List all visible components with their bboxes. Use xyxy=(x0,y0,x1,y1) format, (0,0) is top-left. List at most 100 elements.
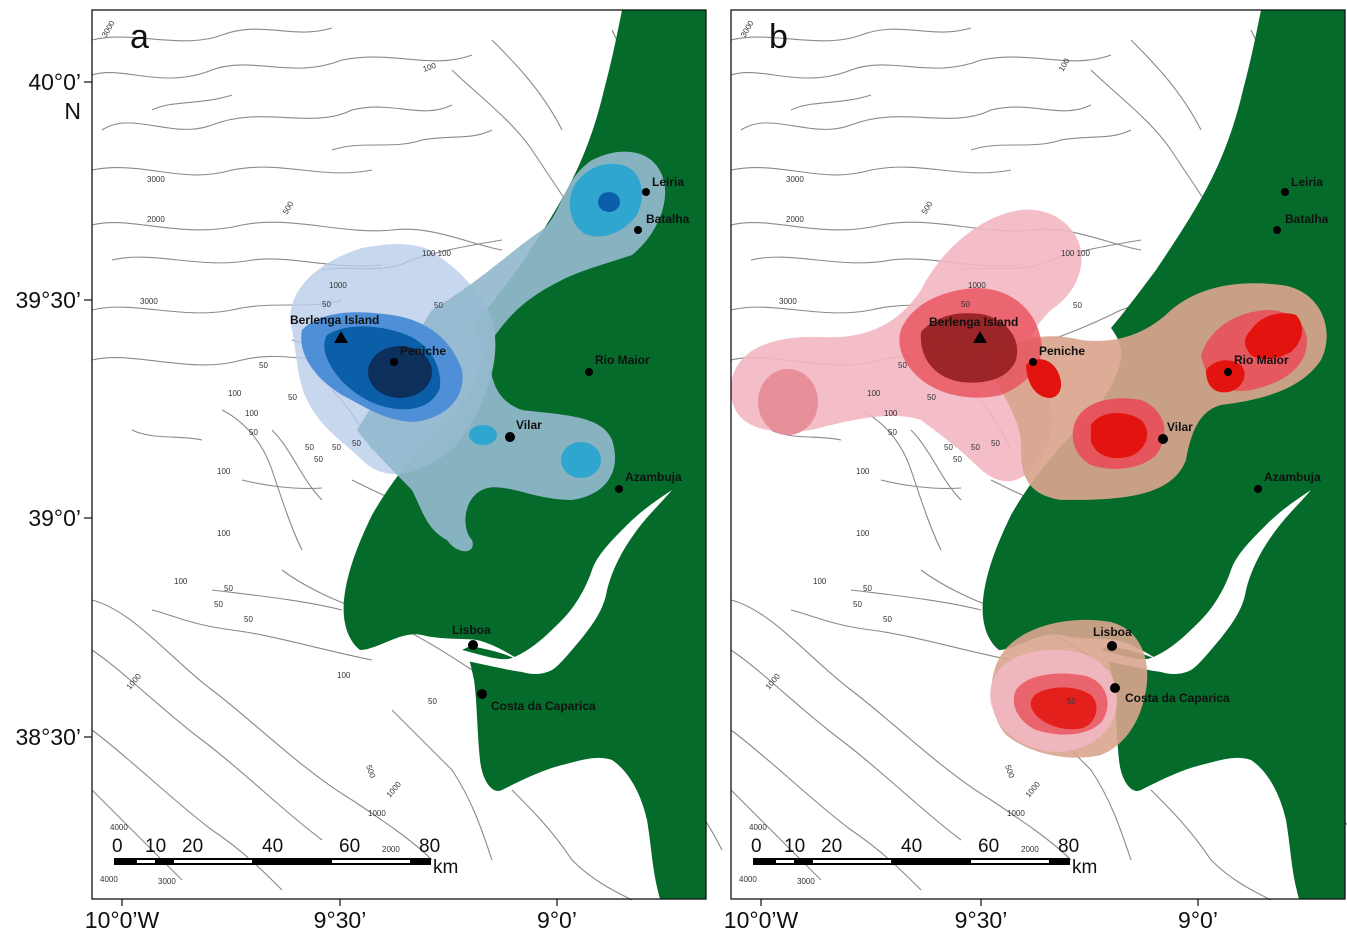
svg-text:60: 60 xyxy=(978,836,999,857)
label-berlenga-island: Berlenga Island xyxy=(929,315,1018,329)
marker-leiria xyxy=(642,188,650,196)
svg-text:100: 100 xyxy=(813,577,827,586)
latitude-axis: 40°0’ N 39°30’ 39°0’ 38°30’ xyxy=(16,69,92,750)
lon-label-9-30: 9°30’ xyxy=(314,907,367,933)
marker-rio-maior xyxy=(1224,368,1232,376)
svg-text:2000: 2000 xyxy=(147,215,165,224)
scale-bar: 0 10 20 40 60 80 km xyxy=(751,836,1097,878)
svg-text:40: 40 xyxy=(262,836,283,857)
svg-text:3000: 3000 xyxy=(797,877,815,886)
marker-berlenga-island xyxy=(973,331,987,343)
svg-text:50: 50 xyxy=(322,300,331,309)
svg-text:50: 50 xyxy=(853,600,862,609)
svg-text:500: 500 xyxy=(364,764,377,780)
panel-letter-a: a xyxy=(130,18,149,56)
marker-lisboa xyxy=(468,640,478,650)
lon-label-10w-b: 10°0’W xyxy=(724,907,799,933)
svg-text:3000: 3000 xyxy=(140,297,158,306)
svg-text:50: 50 xyxy=(305,443,314,452)
svg-text:50: 50 xyxy=(863,584,872,593)
marker-azambuja xyxy=(1254,485,1262,493)
place-markers: Leiria Batalha Berlenga Island Peniche R… xyxy=(290,175,690,713)
north-label: N xyxy=(64,98,81,124)
scale-bar: 0 10 20 40 60 80 km xyxy=(112,836,458,878)
svg-text:2000: 2000 xyxy=(786,215,804,224)
svg-text:0: 0 xyxy=(751,836,762,857)
svg-text:50: 50 xyxy=(1067,697,1076,706)
svg-text:km: km xyxy=(1072,857,1097,878)
svg-text:2000: 2000 xyxy=(1021,845,1039,854)
svg-text:100: 100 xyxy=(856,467,870,476)
svg-text:50: 50 xyxy=(214,600,223,609)
svg-text:2000: 2000 xyxy=(382,845,400,854)
map-panel-b: 3000 100 3000 2000 500 100 100 3000 1000… xyxy=(730,9,1347,901)
svg-text:50: 50 xyxy=(883,615,892,624)
svg-text:100: 100 xyxy=(228,389,242,398)
svg-text:50: 50 xyxy=(288,393,297,402)
svg-text:50: 50 xyxy=(953,455,962,464)
marker-vilar xyxy=(1158,434,1168,444)
label-vilar: Vilar xyxy=(1167,420,1193,434)
label-azambuja: Azambuja xyxy=(1264,470,1321,484)
lat-label-38-30: 38°30’ xyxy=(16,724,81,750)
svg-text:1000: 1000 xyxy=(968,281,986,290)
marker-leiria xyxy=(1281,188,1289,196)
marker-peniche xyxy=(390,358,398,366)
svg-text:40: 40 xyxy=(901,836,922,857)
svg-text:4000: 4000 xyxy=(739,875,757,884)
marker-peniche xyxy=(1029,358,1037,366)
label-costa-da-caparica: Costa da Caparica xyxy=(1125,691,1230,705)
marker-costa-da-caparica xyxy=(1110,683,1120,693)
svg-text:10: 10 xyxy=(145,836,166,857)
svg-text:50: 50 xyxy=(991,439,1000,448)
svg-text:50: 50 xyxy=(249,428,258,437)
lat-label-39-30: 39°30’ xyxy=(16,287,81,313)
svg-text:0: 0 xyxy=(112,836,123,857)
panel-a-frame xyxy=(91,9,707,900)
svg-text:100: 100 xyxy=(245,409,259,418)
density-overlay-red xyxy=(731,209,1327,758)
label-leiria: Leiria xyxy=(1291,175,1323,189)
place-markers: Leiria Batalha Berlenga Island Peniche R… xyxy=(929,175,1329,705)
svg-text:3000: 3000 xyxy=(158,877,176,886)
label-rio-maior: Rio Maior xyxy=(1234,353,1289,367)
svg-text:4000: 4000 xyxy=(100,875,118,884)
svg-text:100: 100 xyxy=(884,409,898,418)
svg-text:20: 20 xyxy=(182,836,203,857)
marker-lisboa xyxy=(1107,641,1117,651)
lon-label-9-b: 9°0’ xyxy=(1178,907,1218,933)
lat-label-40: 40°0’ xyxy=(28,69,81,95)
svg-text:50: 50 xyxy=(961,300,970,309)
marker-rio-maior xyxy=(585,368,593,376)
svg-text:60: 60 xyxy=(339,836,360,857)
svg-text:50: 50 xyxy=(352,439,361,448)
svg-text:50: 50 xyxy=(1073,301,1082,310)
svg-text:50: 50 xyxy=(927,393,936,402)
map-panel-a: 3000 100 3000 2000 500 100 100 3000 1000… xyxy=(91,9,723,901)
svg-text:100: 100 xyxy=(867,389,881,398)
svg-text:50: 50 xyxy=(224,584,233,593)
marker-berlenga-island xyxy=(334,331,348,343)
svg-text:20: 20 xyxy=(821,836,842,857)
lat-label-39: 39°0’ xyxy=(28,505,81,531)
svg-text:100: 100 xyxy=(217,467,231,476)
svg-text:1000: 1000 xyxy=(329,281,347,290)
label-azambuja: Azambuja xyxy=(625,470,682,484)
svg-text:100: 100 xyxy=(174,577,188,586)
marker-vilar xyxy=(505,432,515,442)
svg-text:1000: 1000 xyxy=(1007,809,1025,818)
label-lisboa: Lisboa xyxy=(452,623,491,637)
svg-text:500: 500 xyxy=(1003,764,1016,780)
svg-text:100: 100 xyxy=(217,529,231,538)
svg-text:50: 50 xyxy=(314,455,323,464)
label-leiria: Leiria xyxy=(652,175,684,189)
lon-label-9: 9°0’ xyxy=(537,907,577,933)
label-peniche: Peniche xyxy=(400,344,446,358)
label-costa-da-caparica: Costa da Caparica xyxy=(491,699,596,713)
lon-label-9-30-b: 9°30’ xyxy=(955,907,1008,933)
marker-batalha xyxy=(634,226,642,234)
marker-batalha xyxy=(1273,226,1281,234)
svg-text:3000: 3000 xyxy=(779,297,797,306)
label-batalha: Batalha xyxy=(646,212,690,226)
